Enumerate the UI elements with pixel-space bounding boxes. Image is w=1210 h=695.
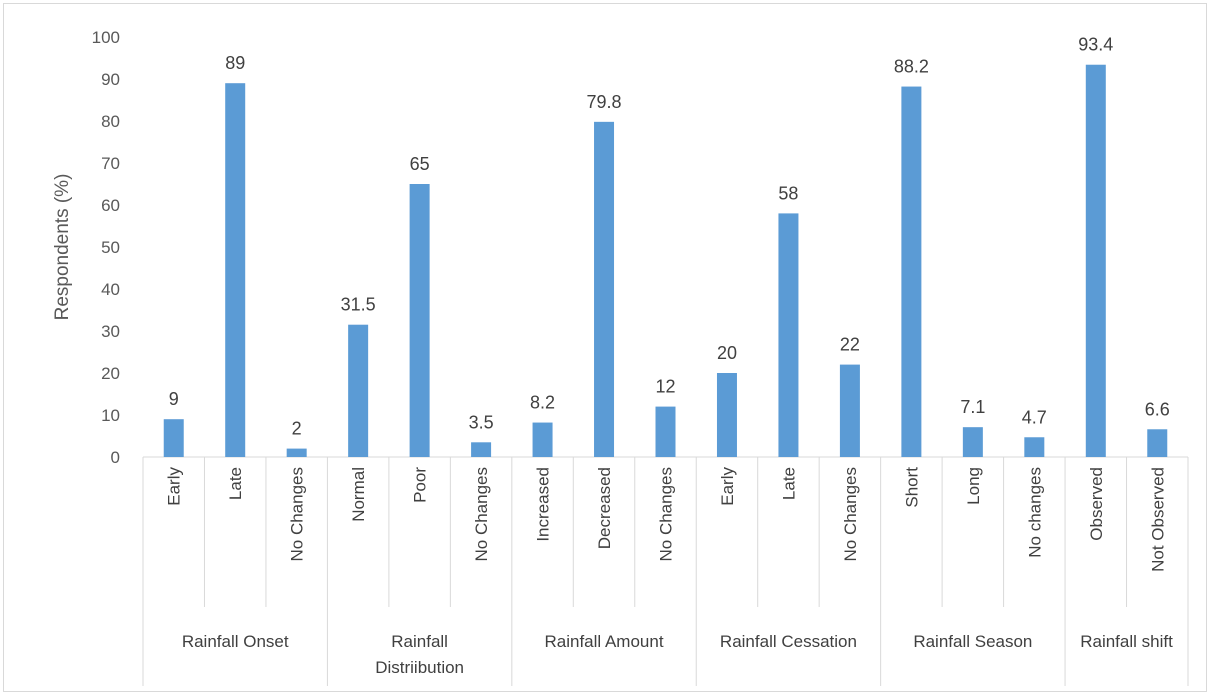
y-tick-label: 50: [101, 238, 120, 257]
y-tick-label: 80: [101, 112, 120, 131]
category-label: No Changes: [841, 467, 860, 562]
bar: [163, 419, 184, 457]
category-label: Poor: [411, 467, 430, 503]
bar: [839, 364, 860, 457]
category-label: Decreased: [595, 467, 614, 549]
category-label: No Changes: [472, 467, 491, 562]
y-tick-label: 0: [111, 448, 120, 467]
bar: [716, 373, 737, 457]
bar: [348, 324, 369, 457]
category-label: Early: [718, 467, 737, 506]
category-label: Long: [964, 467, 983, 505]
data-label: 12: [655, 377, 675, 397]
category-label: No changes: [1025, 467, 1044, 558]
bar: [778, 213, 799, 457]
bar: [409, 184, 430, 457]
category-label: Early: [165, 467, 184, 506]
data-label: 20: [717, 343, 737, 363]
category-label: Observed: [1087, 467, 1106, 541]
bar: [471, 442, 492, 457]
bar: [1024, 437, 1045, 457]
data-label: 2: [292, 419, 302, 439]
category-label: Not Observed: [1148, 467, 1167, 572]
y-tick-label: 100: [92, 28, 120, 47]
y-tick-label: 90: [101, 70, 120, 89]
data-label: 4.7: [1022, 407, 1047, 427]
bar: [655, 406, 676, 457]
data-label: 31.5: [341, 295, 376, 315]
group-label: Rainfall shift: [1080, 632, 1173, 651]
y-tick-label: 20: [101, 364, 120, 383]
y-tick-label: 70: [101, 154, 120, 173]
y-tick-label: 40: [101, 280, 120, 299]
data-label: 65: [410, 154, 430, 174]
bar: [225, 83, 246, 457]
bar: [1085, 64, 1106, 457]
category-label: Increased: [534, 467, 553, 542]
y-tick-label: 30: [101, 322, 120, 341]
data-label: 3.5: [469, 412, 494, 432]
y-tick-label: 60: [101, 196, 120, 215]
category-label: Short: [902, 467, 921, 508]
group-label: Rainfall Cessation: [720, 632, 857, 651]
bar: [532, 422, 553, 457]
bar: [962, 427, 983, 457]
bar: [901, 86, 922, 457]
data-label: 89: [225, 53, 245, 73]
bar: [286, 448, 307, 457]
data-label: 58: [778, 183, 798, 203]
group-label: Rainfall: [391, 632, 448, 651]
data-label: 7.1: [960, 397, 985, 417]
data-label: 79.8: [587, 92, 622, 112]
data-label: 22: [840, 335, 860, 355]
y-axis-title: Respondents (%): [52, 174, 73, 321]
category-label: No Changes: [657, 467, 676, 562]
data-label: 8.2: [530, 393, 555, 413]
group-label: Distriibution: [375, 658, 464, 677]
category-label: Late: [779, 467, 798, 500]
data-label: 6.6: [1145, 399, 1170, 419]
data-label: 93.4: [1078, 35, 1113, 55]
category-label: Late: [226, 467, 245, 500]
group-label: Rainfall Onset: [182, 632, 289, 651]
y-tick-label: 10: [101, 406, 120, 425]
category-label: Normal: [349, 467, 368, 522]
category-label: No Changes: [288, 467, 307, 562]
bar: [1147, 429, 1168, 457]
data-label: 9: [169, 389, 179, 409]
data-label: 88.2: [894, 57, 929, 77]
group-label: Rainfall Season: [913, 632, 1032, 651]
group-label: Rainfall Amount: [544, 632, 663, 651]
bar: [594, 121, 615, 457]
